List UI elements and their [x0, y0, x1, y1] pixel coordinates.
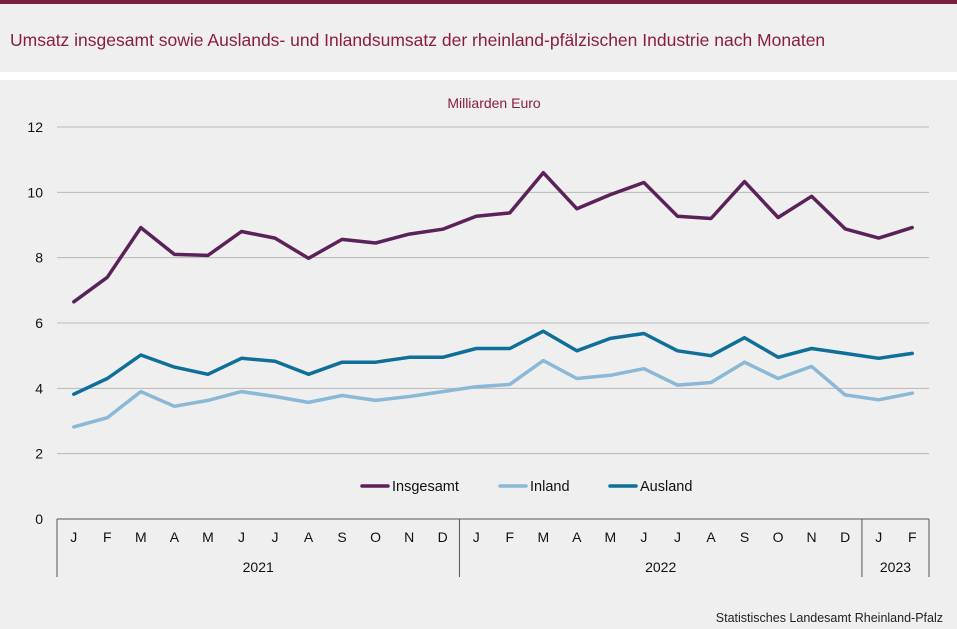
header: Umsatz insgesamt sowie Auslands- und Inl…	[0, 4, 957, 72]
x-tick-label: S	[740, 529, 749, 545]
y-tick-label: 6	[35, 315, 43, 331]
x-tick-label: F	[908, 529, 917, 545]
x-tick-label: M	[135, 529, 147, 545]
x-tick-label: F	[103, 529, 112, 545]
x-tick-label: J	[272, 529, 279, 545]
y-axis-label: Milliarden Euro	[447, 95, 541, 111]
header-divider	[0, 72, 957, 80]
x-tick-label: N	[404, 529, 414, 545]
x-tick-label: J	[875, 529, 882, 545]
x-tick-label: S	[337, 529, 346, 545]
x-tick-label: J	[640, 529, 647, 545]
legend-label-inland: Inland	[530, 479, 570, 495]
series-line-inland	[72, 358, 914, 429]
chart-title: Umsatz insgesamt sowie Auslands- und Inl…	[10, 30, 826, 50]
y-tick-label: 0	[35, 511, 43, 527]
legend-label-ausland: Ausland	[640, 479, 692, 495]
x-tick-label: A	[706, 529, 716, 545]
x-tick-label: D	[840, 529, 850, 545]
top-accent-bar	[0, 0, 957, 4]
y-tick-label: 10	[27, 184, 43, 200]
legend-label-insgesamt: Insgesamt	[392, 479, 459, 495]
x-tick-label: F	[505, 529, 514, 545]
chart-area: Statistisches Landesamt Rheinland-Pfalz	[0, 80, 957, 629]
x-tick-label: M	[537, 529, 549, 545]
x-tick-label: O	[370, 529, 381, 545]
year-label: 2022	[645, 559, 676, 575]
x-tick-label: A	[572, 529, 582, 545]
source-label: Statistisches Landesamt Rheinland-Pfalz	[715, 611, 943, 625]
x-tick-label: N	[807, 529, 817, 545]
y-tick-label: 4	[35, 380, 43, 396]
x-tick-label: J	[70, 529, 77, 545]
x-tick-label: A	[304, 529, 314, 545]
x-tick-label: D	[438, 529, 448, 545]
year-label: 2023	[880, 559, 911, 575]
y-tick-label: 2	[35, 446, 43, 462]
x-tick-label: M	[605, 529, 617, 545]
series-line-ausland	[72, 329, 914, 396]
x-tick-label: A	[170, 529, 180, 545]
x-tick-label: M	[202, 529, 214, 545]
y-tick-label: 8	[35, 250, 43, 266]
x-tick-label: J	[238, 529, 245, 545]
x-tick-label: O	[773, 529, 784, 545]
x-tick-label: J	[674, 529, 681, 545]
series-line-insgesamt	[72, 170, 914, 304]
y-tick-label: 12	[27, 119, 43, 135]
year-label: 2021	[243, 559, 274, 575]
x-tick-label: J	[473, 529, 480, 545]
